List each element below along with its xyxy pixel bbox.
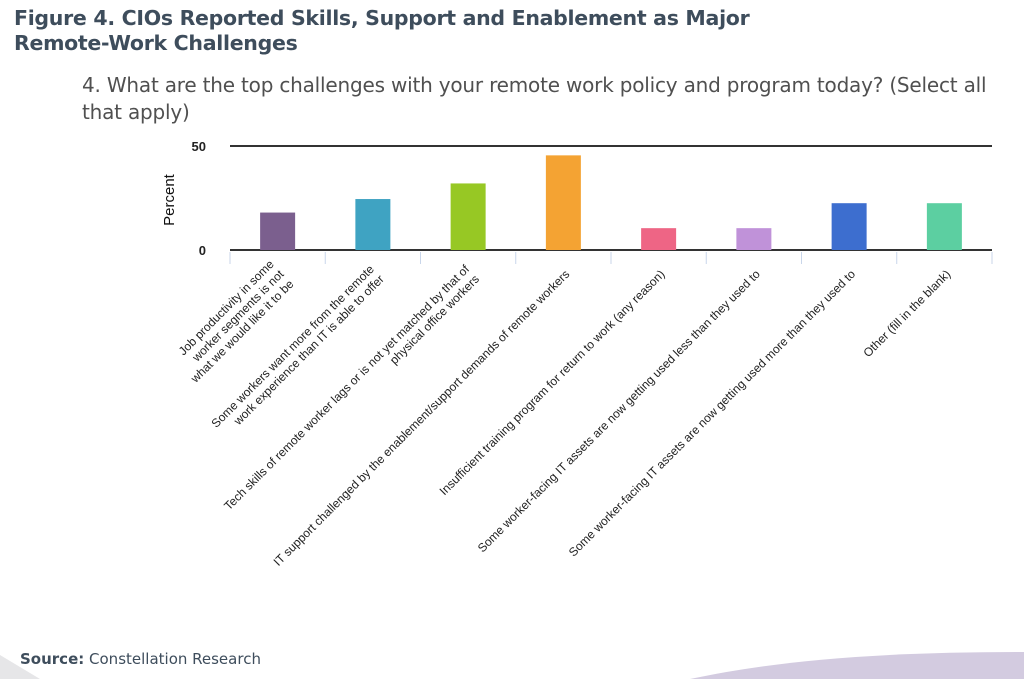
bar-4: [545, 155, 581, 250]
decor-swoosh: [690, 652, 1024, 679]
bar-1: [260, 212, 296, 250]
source-label: Source:: [20, 650, 85, 668]
bar-3: [450, 183, 486, 250]
chart-question: 4. What are the top challenges with your…: [82, 73, 987, 124]
source-value: Constellation Research: [89, 650, 261, 668]
y-tick-label: 50: [192, 139, 206, 154]
x-tick-label-line: physical office workers: [387, 272, 482, 367]
bar-6: [736, 228, 772, 250]
bar-7: [831, 203, 867, 250]
y-axis-label: Percent: [161, 173, 178, 226]
y-tick-label: 0: [199, 243, 206, 258]
bar-2: [355, 199, 391, 250]
bar-5: [641, 228, 677, 250]
x-tick-label-8: Other (fill in the blank): [860, 267, 953, 360]
x-tick-label-line: Other (fill in the blank): [860, 267, 953, 360]
x-tick-label-line: worker segments is not: [189, 267, 287, 365]
figure-title: Figure 4. CIOs Reported Skills, Support …: [14, 6, 750, 55]
decor-triangle: [0, 655, 40, 679]
bar-8: [926, 203, 962, 250]
x-tick-label-5: Insufficient training program for return…: [437, 267, 668, 498]
source-note: Source: Constellation Research: [20, 650, 261, 668]
x-tick-label-line: Insufficient training program for return…: [437, 267, 668, 498]
